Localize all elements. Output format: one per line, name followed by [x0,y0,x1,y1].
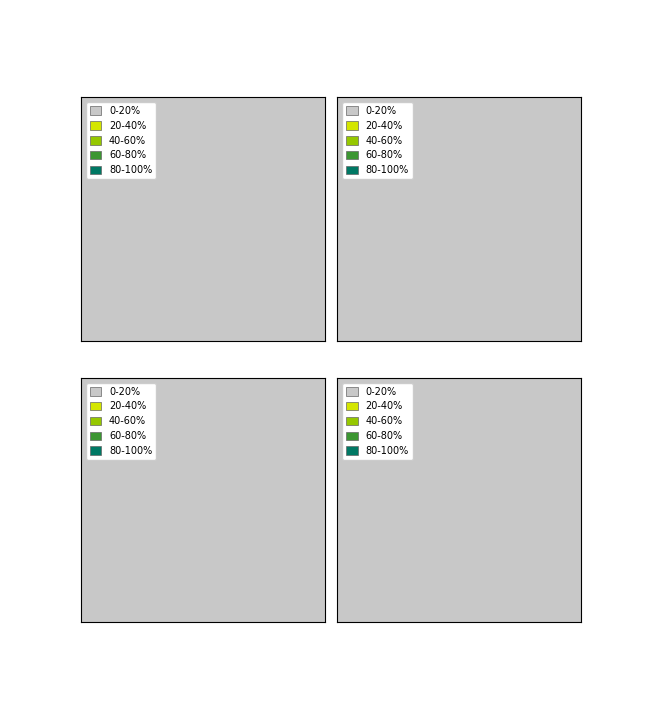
Legend: 0-20%, 20-40%, 40-60%, 60-80%, 80-100%: 0-20%, 20-40%, 40-60%, 60-80%, 80-100% [342,383,413,460]
Legend: 0-20%, 20-40%, 40-60%, 60-80%, 80-100%: 0-20%, 20-40%, 40-60%, 60-80%, 80-100% [86,102,156,179]
Legend: 0-20%, 20-40%, 40-60%, 60-80%, 80-100%: 0-20%, 20-40%, 40-60%, 60-80%, 80-100% [86,383,156,460]
Legend: 0-20%, 20-40%, 40-60%, 60-80%, 80-100%: 0-20%, 20-40%, 40-60%, 60-80%, 80-100% [342,102,413,179]
